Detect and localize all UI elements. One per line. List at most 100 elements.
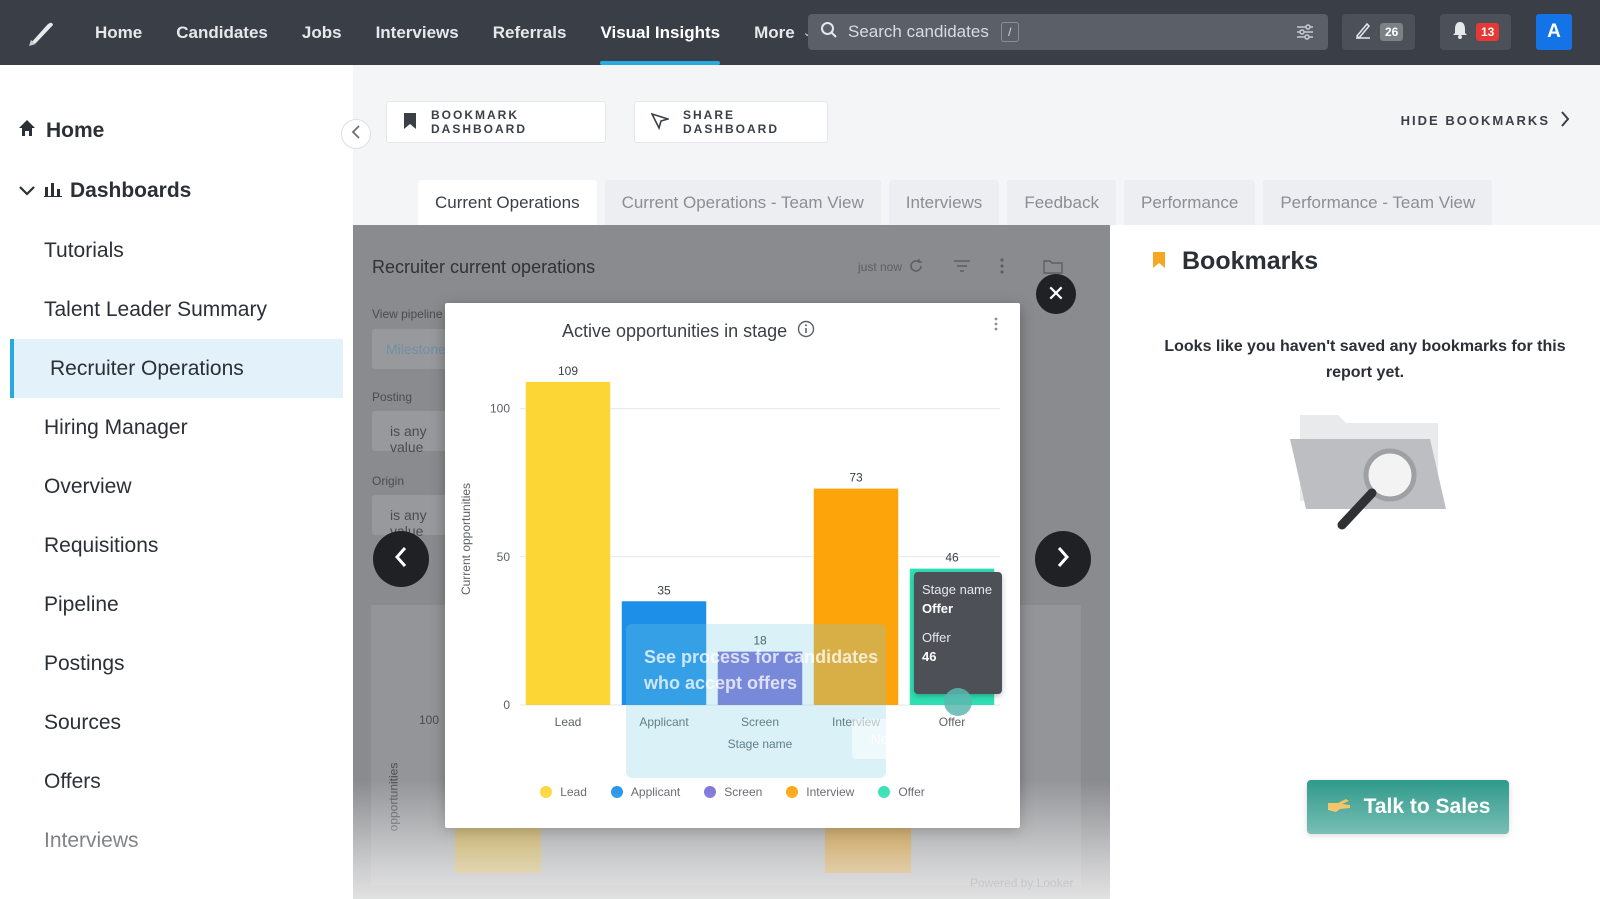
bookmarks-heading: Bookmarks	[1152, 247, 1318, 276]
tab-current-operations-team-view[interactable]: Current Operations - Team View	[604, 180, 881, 225]
bell-icon	[1452, 21, 1468, 44]
chart-tooltip: Stage name Offer Offer 46	[914, 572, 1002, 694]
bar-value-label: 73	[849, 471, 863, 485]
legend-item[interactable]: Interview	[786, 785, 854, 799]
tab-performance[interactable]: Performance	[1123, 180, 1256, 225]
hide-bookmarks-button[interactable]: HIDE BOOKMARKS	[1401, 111, 1570, 130]
bar-value-label: 18	[753, 634, 767, 648]
legend-item[interactable]: Applicant	[610, 785, 680, 799]
sidebar-item-requisitions[interactable]: Requisitions	[44, 533, 159, 557]
tooltip-field-value: Offer	[922, 601, 954, 616]
legend-item[interactable]: Screen	[704, 785, 762, 799]
bar-value-label: 46	[945, 551, 959, 565]
chevron-left-icon	[351, 124, 361, 144]
walkthrough-next-button[interactable]: Next	[852, 719, 918, 759]
talk-to-sales-label: Talk to Sales	[1363, 795, 1491, 818]
y-tick-label: 0	[503, 698, 510, 712]
nav-referrals[interactable]: Referrals	[492, 22, 567, 42]
home-icon	[18, 119, 36, 143]
sidebar-item-recruiter-operations[interactable]: Recruiter Operations	[10, 339, 343, 398]
collapse-sidebar-button[interactable]	[341, 119, 371, 149]
sidebar-dashboards-group[interactable]: Dashboards	[18, 179, 191, 203]
chevron-right-icon	[1056, 546, 1070, 573]
nav-candidates[interactable]: Candidates	[176, 22, 268, 42]
chart-title-row: Active opportunities in stage	[562, 320, 815, 343]
pencil-icon	[1354, 21, 1372, 44]
sidebar-item-tutorials[interactable]: Tutorials	[44, 238, 124, 262]
app-logo-icon[interactable]	[22, 14, 60, 52]
more-vertical-icon[interactable]	[1000, 258, 1004, 279]
sidebar: Home Dashboards Tutorials Talent Leader …	[0, 65, 353, 899]
sidebar-item-interviews[interactable]: Interviews	[44, 828, 139, 852]
tab-interviews[interactable]: Interviews	[888, 180, 1000, 225]
filter-icon[interactable]	[953, 259, 971, 278]
notifications-count-badge: 13	[1476, 23, 1500, 41]
previous-chart-button[interactable]	[373, 531, 429, 587]
bar-value-label: 35	[657, 583, 671, 597]
share-dashboard-label: SHARE DASHBOARD	[683, 108, 779, 136]
chart-legend: Lead Applicant Screen Interview Offer	[445, 785, 1020, 799]
sidebar-home-label: Home	[46, 119, 105, 142]
legend-label: Lead	[560, 785, 587, 799]
pointing-hand-icon	[1326, 795, 1352, 819]
sidebar-home[interactable]: Home	[18, 119, 104, 143]
legend-item[interactable]: Offer	[878, 785, 925, 799]
refresh-icon[interactable]	[908, 258, 924, 279]
talk-to-sales-button[interactable]: Talk to Sales	[1307, 780, 1509, 834]
tab-feedback[interactable]: Feedback	[1007, 180, 1116, 225]
nav-jobs[interactable]: Jobs	[301, 22, 342, 42]
chevron-down-icon	[18, 179, 36, 203]
bookmark-dashboard-button[interactable]: BOOKMARK DASHBOARD	[386, 101, 606, 143]
legend-swatch	[878, 786, 891, 798]
tab-current-operations[interactable]: Current Operations	[418, 180, 597, 225]
sidebar-item-sources[interactable]: Sources	[44, 710, 122, 734]
tab-performance-team-view[interactable]: Performance - Team View	[1263, 180, 1493, 225]
close-modal-button[interactable]: ✕	[1036, 274, 1076, 314]
chart-title: Active opportunities in stage	[562, 321, 788, 341]
dashboard-tabs: Current Operations Current Operations - …	[418, 180, 1493, 225]
nav-home[interactable]: Home	[95, 22, 143, 42]
notifications-button[interactable]: 13	[1440, 14, 1512, 50]
search-icon	[820, 21, 838, 44]
bar-chart-icon	[44, 179, 62, 203]
sidebar-item-postings[interactable]: Postings	[44, 651, 125, 675]
sidebar-dashboard-list: Tutorials Talent Leader Summary Recruite…	[0, 221, 353, 870]
top-navigation-bar: Home Candidates Jobs Interviews Referral…	[0, 0, 1600, 65]
tasks-button[interactable]: 26	[1342, 14, 1416, 50]
sidebar-item-hiring-manager[interactable]: Hiring Manager	[44, 415, 188, 439]
sidebar-item-talent-leader-summary[interactable]: Talent Leader Summary	[44, 297, 267, 321]
filter-sliders-icon[interactable]	[1296, 23, 1314, 46]
walkthrough-hint: See process for candidates who accept of…	[626, 624, 918, 778]
info-icon[interactable]	[797, 320, 815, 343]
legend-item[interactable]: Lead	[540, 785, 587, 799]
nav-more-label: More	[754, 22, 795, 42]
bookmarks-panel: Bookmarks Looks like you haven't saved a…	[1110, 225, 1600, 899]
filter-origin-label: Origin	[372, 474, 405, 488]
legend-label: Offer	[898, 785, 925, 799]
walkthrough-pointer-dot	[944, 688, 972, 716]
bar-screen	[717, 651, 803, 705]
filter-view-pipeline-value: Milestone	[386, 341, 446, 357]
share-dashboard-button[interactable]: SHARE DASHBOARD	[634, 101, 828, 143]
sidebar-item-offers[interactable]: Offers	[44, 769, 101, 793]
nav-interviews[interactable]: Interviews	[375, 22, 459, 42]
background-axis-tick: 100	[419, 713, 440, 727]
background-axis-label: opportunities	[386, 762, 401, 832]
filter-view-pipeline-label: View pipeline	[372, 307, 443, 321]
search-shortcut-key: /	[1000, 22, 1019, 42]
x-tick-label: Offer	[939, 715, 965, 729]
powered-by-looker: Powered by Looker	[970, 876, 1074, 890]
bar-applicant	[621, 601, 707, 705]
user-avatar[interactable]: A	[1536, 14, 1572, 50]
legend-label: Interview	[806, 785, 855, 799]
walkthrough-hint-line-2: who accept offers	[644, 673, 798, 693]
nav-more[interactable]: More ⌄	[737, 0, 829, 65]
folder-icon[interactable]	[1043, 258, 1063, 279]
search-input[interactable]: Search candidates /	[808, 14, 1328, 50]
nav-visual-insights[interactable]: Visual Insights	[583, 0, 737, 65]
next-chart-button[interactable]	[1035, 531, 1091, 587]
sidebar-item-overview[interactable]: Overview	[44, 474, 132, 498]
legend-swatch	[610, 786, 623, 798]
more-vertical-icon[interactable]	[994, 317, 998, 336]
sidebar-item-pipeline[interactable]: Pipeline	[44, 592, 119, 616]
